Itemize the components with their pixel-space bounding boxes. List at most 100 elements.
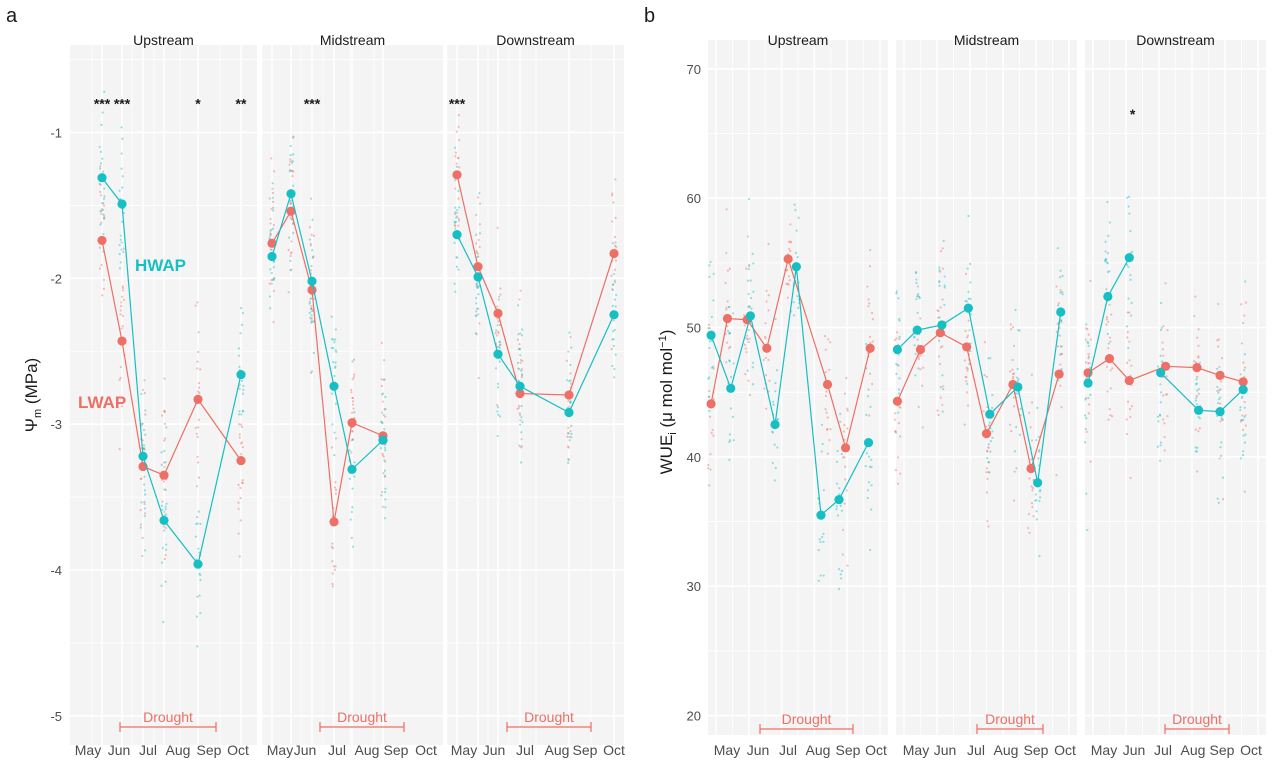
jitter-point (965, 376, 968, 379)
jitter-point (310, 233, 313, 236)
jitter-point (568, 380, 571, 383)
jitter-point (164, 508, 167, 511)
data-point-lwap (1215, 370, 1225, 380)
series-line-hwap (271, 191, 384, 471)
jitter-point (1243, 366, 1247, 369)
jitter-point (966, 369, 969, 372)
data-point-lwap (564, 390, 574, 400)
x-tick-label: Jun (934, 742, 957, 758)
jitter-point (865, 452, 868, 455)
jitter-point (477, 238, 480, 242)
jitter-point (1162, 325, 1165, 328)
jitter-point (1059, 345, 1062, 348)
jitter-point (333, 453, 336, 457)
jitter-point (457, 125, 460, 128)
jitter-point (269, 217, 272, 221)
jitter-point (1013, 344, 1016, 347)
jitter-point (729, 407, 733, 410)
jitter-point (894, 430, 897, 433)
jitter-point (838, 493, 841, 496)
jitter-point (749, 279, 752, 282)
jitter-point (271, 191, 275, 195)
jitter-point (270, 207, 273, 210)
jitter-point (1059, 276, 1062, 279)
jitter-point (964, 329, 967, 332)
jitter-point (989, 357, 992, 360)
jitter-point (843, 456, 846, 459)
jitter-point (1160, 326, 1163, 330)
y-tick-label: -5 (50, 709, 62, 724)
jitter-point (1166, 393, 1169, 396)
jitter-point (966, 404, 970, 407)
jitter-point (870, 508, 873, 511)
jitter-point (1109, 369, 1112, 372)
jitter-point (1038, 499, 1041, 503)
jitter-point (836, 482, 839, 485)
jitter-point (118, 378, 121, 381)
data-point-lwap (822, 379, 833, 390)
jitter-point (751, 252, 754, 255)
jitter-point (1197, 388, 1201, 391)
jitter-point (726, 300, 729, 303)
jitter-point (143, 507, 147, 510)
jitter-point (309, 297, 313, 300)
jitter-point (1035, 439, 1038, 442)
jitter-point (840, 569, 844, 572)
jitter-point (566, 435, 569, 438)
jitter-point (1055, 285, 1058, 288)
jitter-point (454, 206, 457, 209)
y-axis-label: Ψm (MPa) (22, 358, 44, 432)
jitter-point (1197, 430, 1200, 433)
jitter-point (161, 546, 164, 550)
jitter-point (987, 471, 990, 474)
drought-label: Drought (524, 709, 574, 725)
jitter-point (985, 471, 988, 474)
jitter-point (140, 392, 143, 396)
jitter-point (936, 316, 940, 319)
jitter-point (1129, 278, 1132, 281)
jitter-point (917, 367, 920, 370)
jitter-point (1107, 418, 1110, 421)
jitter-point (731, 312, 735, 315)
jitter-point (1011, 368, 1014, 371)
jitter-point (196, 461, 200, 464)
significance-label: * (1130, 106, 1136, 122)
jitter-point (1104, 260, 1107, 263)
jitter-point (969, 262, 972, 266)
data-point-hwap (745, 311, 756, 321)
jitter-point (1035, 498, 1038, 502)
jitter-point (896, 363, 899, 367)
jitter-point (1016, 376, 1019, 379)
jitter-point (102, 287, 106, 290)
data-point-lwap (117, 336, 127, 346)
jitter-point (818, 538, 821, 541)
jitter-point (966, 367, 969, 370)
jitter-point (839, 573, 842, 576)
jitter-point (826, 416, 829, 419)
jitter-point (102, 204, 106, 207)
jitter-point (139, 509, 142, 512)
jitter-point (1027, 512, 1031, 516)
jitter-point (752, 361, 755, 364)
jitter-point (382, 455, 385, 458)
jitter-point (269, 233, 273, 236)
jitter-point (516, 361, 520, 365)
jitter-point (454, 155, 457, 158)
jitter-point (1221, 418, 1224, 421)
jitter-point (332, 565, 335, 568)
jitter-point (1087, 344, 1090, 347)
jitter-point (162, 525, 165, 528)
jitter-point (612, 283, 615, 286)
jitter-point (496, 334, 499, 337)
jitter-point (776, 418, 780, 421)
jitter-point (1130, 364, 1133, 367)
jitter-point (748, 305, 751, 308)
jitter-point (917, 355, 920, 359)
jitter-point (1160, 391, 1163, 394)
jitter-point (453, 241, 456, 244)
jitter-point (351, 506, 354, 509)
jitter-point (1009, 323, 1012, 326)
jitter-point (197, 350, 200, 354)
jitter-point (141, 422, 144, 425)
jitter-point (841, 528, 845, 531)
